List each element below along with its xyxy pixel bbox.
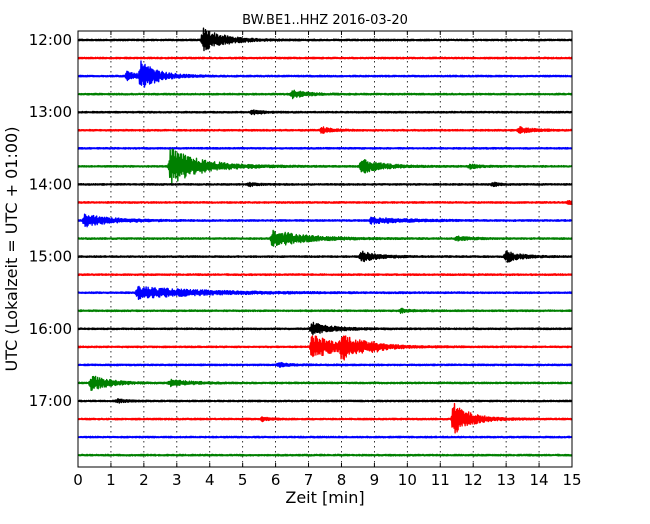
trace-12:30 — [77, 60, 573, 88]
x-tick-label-10: 10 — [398, 471, 417, 489]
x-tick-label-5: 5 — [238, 471, 248, 489]
y-tick-label-13:00: 13:00 — [29, 103, 72, 121]
x-axis-label: Zeit [min] — [285, 488, 364, 507]
trace-15:45 — [77, 307, 573, 314]
trace-17:45 — [77, 453, 573, 457]
x-tick-label-14: 14 — [530, 471, 549, 489]
y-tick-label-12:00: 12:00 — [29, 31, 72, 49]
y-tick-label-16:00: 16:00 — [29, 320, 72, 338]
trace-13:15 — [77, 126, 573, 134]
trace-15:15 — [77, 273, 573, 277]
x-tick-label-2: 2 — [139, 471, 149, 489]
x-tick-label-1: 1 — [106, 471, 116, 489]
trace-12:45 — [77, 89, 573, 100]
trace-14:00 — [77, 181, 573, 188]
plot-frame — [77, 30, 573, 468]
chart-title: BW.BE1..HHZ 2016-03-20 — [242, 13, 408, 28]
x-tick-label-4: 4 — [205, 471, 215, 489]
trace-16:30 — [77, 361, 573, 368]
trace-12:00 — [77, 27, 573, 52]
trace-15:30 — [77, 285, 573, 300]
x-tick-label-3: 3 — [172, 471, 182, 489]
trace-15:00 — [77, 250, 573, 263]
trace-17:30 — [77, 435, 573, 439]
y-tick-label-17:00: 17:00 — [29, 392, 72, 410]
trace-layer — [77, 27, 573, 457]
trace-13:45 — [77, 148, 573, 185]
y-tick-label-15:00: 15:00 — [29, 248, 72, 266]
y-tick-label-14:00: 14:00 — [29, 175, 72, 193]
x-tick-label-7: 7 — [304, 471, 314, 489]
x-tick-label-15: 15 — [562, 471, 581, 489]
trace-12:15 — [77, 56, 573, 60]
trace-13:30 — [77, 146, 573, 150]
trace-16:45 — [77, 375, 573, 391]
trace-17:15 — [77, 402, 573, 434]
trace-16:00 — [77, 321, 573, 336]
x-tick-label-6: 6 — [271, 471, 281, 489]
trace-16:15 — [77, 335, 573, 361]
x-tick-label-12: 12 — [464, 471, 483, 489]
trace-14:15 — [77, 200, 573, 205]
trace-17:00 — [77, 398, 573, 404]
x-tick-label-9: 9 — [370, 471, 380, 489]
tick-layer: 0 1 2 3 4 5 6 7 8 9 10 11 12 13 14 1512:0013:0014:0015:… — [29, 31, 582, 489]
trace-14:45 — [77, 229, 573, 247]
trace-14:30 — [77, 213, 573, 228]
x-tick-label-13: 13 — [497, 471, 516, 489]
x-tick-label-8: 8 — [337, 471, 347, 489]
trace-13:00 — [77, 109, 573, 116]
y-axis-label: UTC (Lokalzeit = UTC + 01:00) — [2, 127, 21, 372]
x-tick-label-0: 0 — [73, 471, 83, 489]
x-tick-label-11: 11 — [431, 471, 450, 489]
